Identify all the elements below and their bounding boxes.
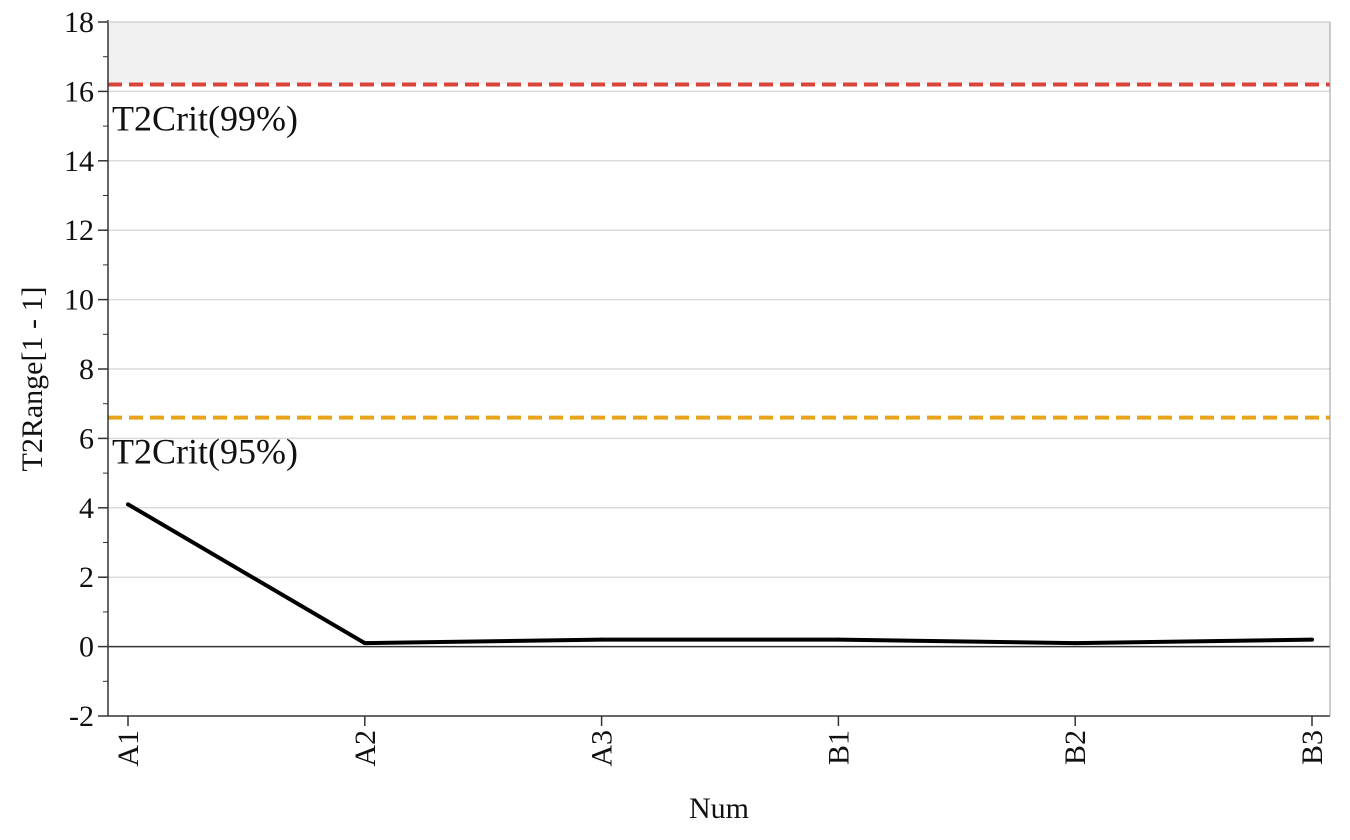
reference-line-label: T2Crit(99%) xyxy=(112,98,298,138)
labels-layer: -2 0 2 4 6 8 10 12 14 16 18 A1 A2 A3 B1 B2 B3 T2Crit(99%)… xyxy=(64,6,1329,767)
x-tick-label: A3 xyxy=(586,730,619,767)
axes-layer xyxy=(98,20,1331,726)
reference-lines-layer xyxy=(108,82,1330,420)
y-tick-label: 14 xyxy=(64,145,94,178)
shaded-region xyxy=(108,22,1330,85)
x-tick-label: B1 xyxy=(822,730,855,765)
y-tick-label: 2 xyxy=(79,561,94,594)
data-point xyxy=(126,502,130,507)
y-tick-label: 8 xyxy=(79,353,94,386)
y-tick-label: 18 xyxy=(64,6,94,39)
y-tick-label: 12 xyxy=(64,214,94,247)
y-tick-label: 4 xyxy=(79,492,94,525)
y-tick-label: -2 xyxy=(69,700,94,733)
series-layer xyxy=(126,502,1314,646)
x-tick-label: B2 xyxy=(1059,730,1092,765)
shaded-region-layer xyxy=(108,22,1330,85)
y-tick-label: 0 xyxy=(79,631,94,664)
y-axis-title: T2Range[1 - 1] xyxy=(16,287,49,472)
series-line xyxy=(126,502,1313,646)
reference-line-label: T2Crit(95%) xyxy=(112,432,298,472)
x-tick-label: A1 xyxy=(112,730,145,767)
data-point xyxy=(836,637,841,642)
x-axis-title: Num xyxy=(689,792,749,825)
data-point xyxy=(1310,637,1314,642)
data-point xyxy=(599,637,604,642)
y-tick-label: 6 xyxy=(79,422,94,455)
data-point xyxy=(362,641,367,646)
y-tick-label: 16 xyxy=(64,75,94,108)
data-point xyxy=(1073,641,1078,646)
y-tick-label: 10 xyxy=(64,284,94,317)
x-tick-label: A2 xyxy=(349,730,382,767)
x-tick-label: B3 xyxy=(1296,730,1329,765)
